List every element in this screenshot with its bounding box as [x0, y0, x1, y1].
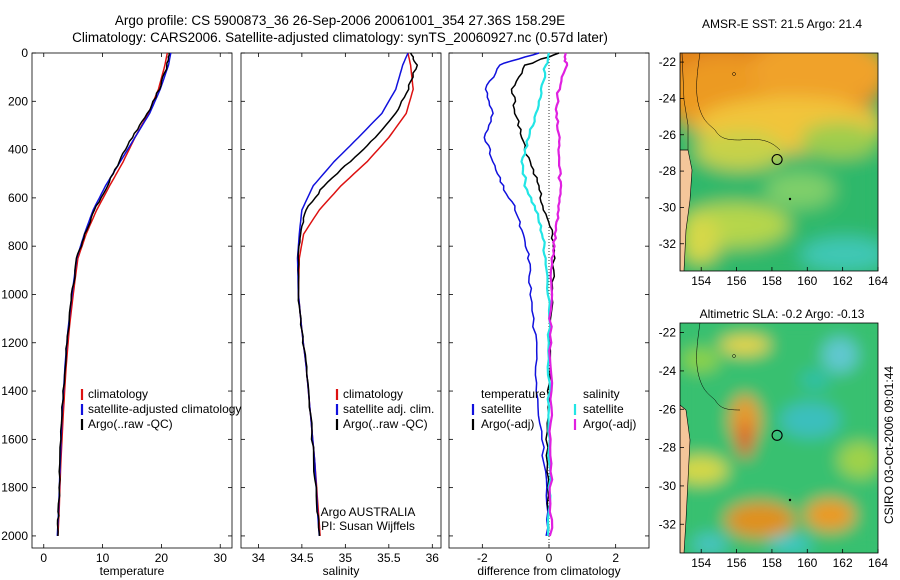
- temperature-legend-label: Argo(..raw -QC): [88, 417, 173, 431]
- depth-tick-label: 400: [8, 143, 28, 157]
- salinity-legend-label: satellite adj. clim.: [343, 402, 434, 416]
- difference-series-temperature-satellite: [483, 52, 549, 537]
- difference-legend-label: Argo(-adj): [583, 417, 636, 431]
- difference-legend-label: satellite: [481, 402, 522, 416]
- depth-tick-label: 600: [8, 191, 28, 205]
- difference-series-salinity-satellite: [520, 52, 552, 536]
- sst-argo-location-marker: [771, 153, 783, 166]
- salinity-legend-label: Argo(..raw -QC): [343, 417, 428, 431]
- difference-series-salinity-argo-adj: [548, 52, 569, 537]
- sst_map-lat-tick-label: -26: [659, 128, 677, 142]
- difference-legend-label: satellite: [583, 402, 624, 416]
- salinity-panel: 34 34.5 35 35.5 36 salinity climatologysatelli…: [240, 52, 442, 578]
- salinity-series-argo-raw-qc: [297, 52, 419, 536]
- temperature-xtick-label: 30: [214, 551, 228, 565]
- salinity-legend-label: climatology: [343, 387, 403, 401]
- temperature-xtick-label: 0: [40, 551, 47, 565]
- sst_map-lat-tick-label: -30: [659, 200, 677, 214]
- salinity-plot-frame: [240, 52, 442, 549]
- sla_map-lat-tick-label: -30: [659, 479, 677, 493]
- temperature-xtick-label: 10: [96, 551, 110, 565]
- sst_map-lat-tick-label: -22: [659, 55, 677, 69]
- depth-tick-label: 2000: [1, 529, 28, 543]
- depth-tick-label: 1600: [1, 432, 28, 446]
- sla_map-lat-tick-label: -28: [659, 441, 677, 455]
- difference-xtick-label: 2: [612, 551, 619, 565]
- salinity-xtick-label: 36: [426, 551, 440, 565]
- temperature-legend-label: climatology: [88, 387, 148, 401]
- depth-tick-label: 1400: [1, 384, 28, 398]
- temperature-series-climatology: [57, 52, 169, 536]
- sst_map-lat-tick-label: -32: [659, 237, 677, 251]
- temperature-xtick-label: 20: [155, 551, 169, 565]
- sst_map-lon-tick-label: 154: [691, 274, 711, 288]
- sst_map-lon-tick-label: 164: [868, 274, 888, 288]
- sla-map: 154 156 158 160 162 164 -22 -24 -26 -28 -30 -32 Alt…: [659, 307, 889, 570]
- sla_map-lon-tick-label: 154: [691, 556, 711, 570]
- difference-legend-heading: temperature: [481, 387, 546, 401]
- difference-xtick-label: 0: [546, 551, 553, 565]
- sst_map-lon-tick-label: 156: [727, 274, 747, 288]
- sst_map-lat-tick-label: -28: [659, 164, 677, 178]
- temperature-legend-label: satellite-adjusted climatology: [88, 402, 241, 416]
- temperature-plot-frame: [31, 52, 233, 549]
- depth-tick-label: 1200: [1, 336, 28, 350]
- csiro-timestamp: CSIRO 03-Oct-2006 09:01:44: [882, 366, 896, 524]
- sst_map-lon-tick-label: 162: [833, 274, 853, 288]
- depth-tick-label: 800: [8, 239, 28, 253]
- salinity-xtick-label: 34.5: [290, 551, 314, 565]
- sla-map-axes: 154 156 158 160 162 164 -22 -24 -26 -28 -30 -32: [659, 326, 889, 570]
- depth-tick-label: 200: [8, 94, 28, 108]
- figure-title-line-1: Argo profile: CS 5900873_36 26-Sep-2006 …: [114, 13, 566, 28]
- difference-legend-label: Argo(-adj): [481, 417, 534, 431]
- salinity-xlabel: salinity: [323, 564, 360, 578]
- sst_map-lon-tick-label: 158: [762, 274, 782, 288]
- argo-pi-label: PI: Susan Wijffels: [321, 519, 415, 533]
- sst_map-lat-tick-label: -24: [659, 91, 677, 105]
- salinity-xtick-label: 35: [339, 551, 353, 565]
- sla_map-lon-tick-label: 160: [797, 556, 817, 570]
- sla_map-lon-tick-label: 158: [762, 556, 782, 570]
- sst-map: 154 156 158 160 162 164 -22 -24 -26 -28 -30 -32 AMS…: [659, 17, 889, 288]
- sst-map-axes: 154 156 158 160 162 164 -22 -24 -26 -28 -30 -32: [659, 55, 889, 288]
- sla-map-title: Altimetric SLA: -0.2 Argo: -0.13: [700, 307, 865, 321]
- temperature-series-satellite-adjusted-climatology: [56, 52, 172, 536]
- temperature-series-argo-raw-qc: [56, 52, 170, 536]
- temperature-panel: 0 200 400 600 800 1000 1200 1400 1600 1800 2000 0 10…: [1, 46, 241, 578]
- depth-tick-label: 1800: [1, 481, 28, 495]
- depth-tick-label: 0: [21, 46, 28, 60]
- sst-map-title: AMSR-E SST: 21.5 Argo: 21.4: [702, 17, 862, 31]
- salinity-xtick-label: 35.5: [377, 551, 401, 565]
- sla_map-lat-tick-label: -26: [659, 402, 677, 416]
- temperature-xlabel: temperature: [100, 564, 165, 578]
- sla-argo-location-marker: [771, 429, 783, 441]
- sla-field: [680, 323, 878, 553]
- argo-program-label: Argo AUSTRALIA: [321, 505, 416, 519]
- sst-field: [680, 53, 878, 271]
- sla_map-lat-tick-label: -22: [659, 326, 677, 340]
- figure-title-line-2: Climatology: CARS2006. Satellite-adjuste…: [72, 30, 608, 45]
- sla_map-lat-tick-label: -32: [659, 517, 677, 531]
- depth-tick-label: 1000: [1, 287, 28, 301]
- sst_map-lon-tick-label: 160: [797, 274, 817, 288]
- salinity-xtick-label: 34: [252, 551, 266, 565]
- difference-xtick-label: -2: [477, 551, 488, 565]
- sla_map-lon-tick-label: 162: [833, 556, 853, 570]
- difference-xlabel: difference from climatology: [477, 564, 620, 578]
- sla_map-lon-tick-label: 156: [727, 556, 747, 570]
- sla_map-lat-tick-label: -24: [659, 364, 677, 378]
- difference-legend-heading: salinity: [583, 387, 620, 401]
- sla_map-lon-tick-label: 164: [868, 556, 888, 570]
